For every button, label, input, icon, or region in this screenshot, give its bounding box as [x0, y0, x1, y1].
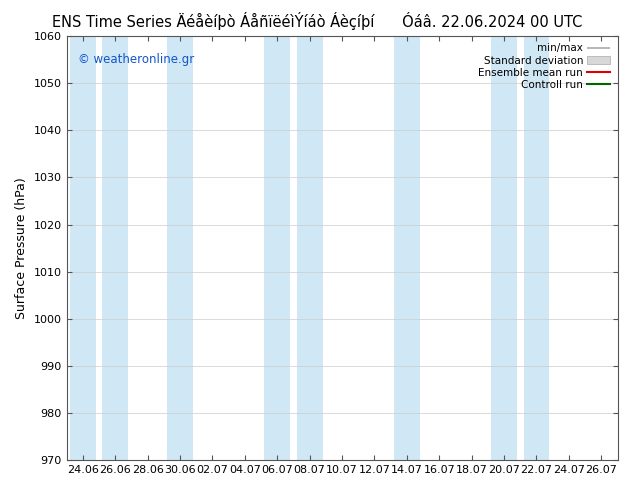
Bar	[264, 36, 290, 460]
Legend: min/max, Standard deviation, Ensemble mean run, Controll run: min/max, Standard deviation, Ensemble me…	[474, 39, 614, 94]
Text: © weatheronline.gr: © weatheronline.gr	[77, 53, 194, 66]
Bar	[297, 36, 323, 460]
Bar	[394, 36, 420, 460]
Bar	[167, 36, 193, 460]
Bar	[70, 36, 96, 460]
Bar	[102, 36, 128, 460]
Y-axis label: Surface Pressure (hPa): Surface Pressure (hPa)	[15, 177, 28, 319]
Bar	[524, 36, 550, 460]
Text: ENS Time Series Äéåèíþò ÁåñïëéìÝíáò Áèçíþí      Óáâ. 22.06.2024 00 UTC: ENS Time Series Äéåèíþò ÁåñïëéìÝíáò Áèçí…	[52, 12, 582, 30]
Bar	[491, 36, 517, 460]
